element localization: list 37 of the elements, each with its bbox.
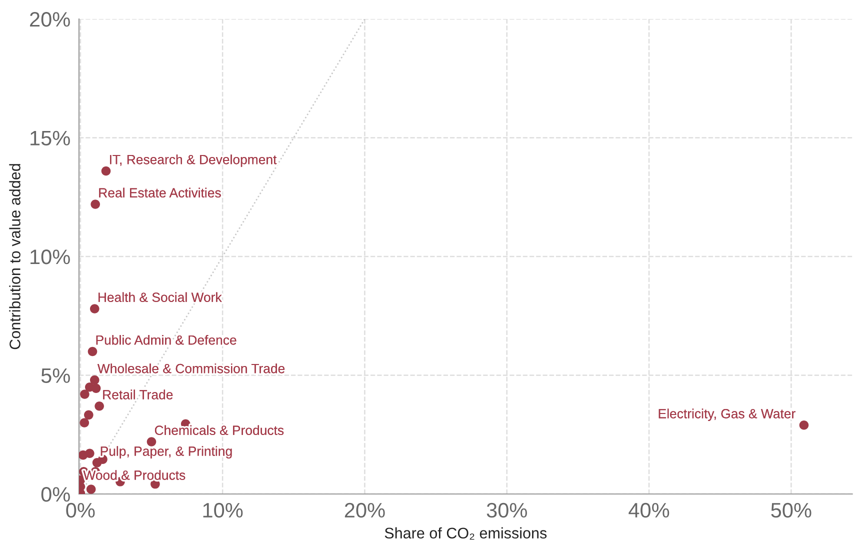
point <box>84 410 94 420</box>
x-tick-label: 10% <box>203 502 243 518</box>
point <box>85 448 94 458</box>
annotation: Public Admin & Defence <box>96 335 236 345</box>
annotation: IT, Research & Development <box>110 154 277 167</box>
annotation: Electricity, Gas & Water <box>658 408 796 421</box>
point <box>90 200 100 209</box>
y-tick-label: 5% <box>41 368 70 384</box>
y-tick-label: 15% <box>30 130 70 146</box>
x-tick-label: 40% <box>628 502 670 518</box>
point <box>88 346 98 356</box>
point <box>92 458 102 468</box>
point <box>80 418 90 428</box>
annotation: Real Estate Activities <box>99 188 221 198</box>
point <box>86 484 96 494</box>
annotation: Pulp, Paper, & Printing <box>100 446 232 458</box>
x-tick-label: 20% <box>344 502 385 518</box>
point <box>146 437 156 446</box>
y-axis-title: Contribution to value added <box>9 164 20 350</box>
annotation: Wholesale & Commission Trade <box>97 364 285 374</box>
point <box>101 166 111 176</box>
x-tick-label: 0% <box>66 502 95 518</box>
point <box>80 390 90 399</box>
point <box>90 375 100 385</box>
point <box>799 420 809 430</box>
x-tick-label: 50% <box>771 502 812 518</box>
y-tick-label: 10% <box>30 250 70 264</box>
y-tick-label: 20% <box>30 12 70 27</box>
y-tick-label: 0% <box>41 487 70 502</box>
point <box>94 401 104 411</box>
point <box>91 384 101 393</box>
x-axis-title: Share of CO₂ emissions <box>384 527 547 540</box>
point <box>90 304 100 314</box>
annotation: Health & Social Work <box>98 292 222 302</box>
annotation: Retail Trade <box>103 390 173 400</box>
x-tick-label: 30% <box>486 502 527 518</box>
annotation: Chemicals & Products <box>154 425 284 435</box>
